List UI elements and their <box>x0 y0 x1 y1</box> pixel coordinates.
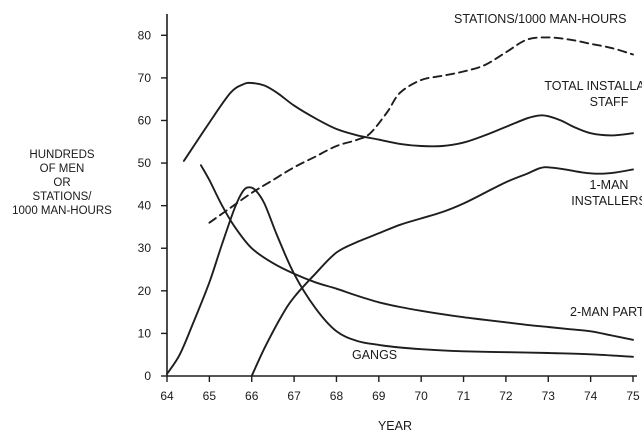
y-tick-label: 20 <box>138 284 152 298</box>
y-tick-label: 70 <box>138 71 152 85</box>
y-axis-title: HUNDREDS OF MEN OR STATIONS/1000 MAN-HOURS <box>12 149 112 217</box>
series-line-gangs <box>166 186 634 375</box>
x-axis-title: YEAR <box>378 419 412 433</box>
series-annotation: STAFF <box>590 95 629 109</box>
chart-annotations: STATIONS/1000 MAN-HOURS TOTAL INSTALLATIO… <box>352 12 642 362</box>
chart-series <box>166 36 634 377</box>
series-annotation: TOTAL INSTALLATION <box>544 79 642 93</box>
series-annotation: GANGS <box>352 348 397 362</box>
x-tick-label: 64 <box>160 389 174 403</box>
x-tick-label: 66 <box>245 389 259 403</box>
series-line-1-man-installers <box>250 166 634 377</box>
y-tick-label: 30 <box>138 241 152 255</box>
series-annotation: 2-MAN PARTIES <box>570 305 642 319</box>
y-tick-label: 0 <box>144 369 151 383</box>
x-tick-label: 74 <box>584 389 598 403</box>
series-line-2-man-parties <box>199 164 634 341</box>
y-tick-label: 10 <box>138 326 152 340</box>
series-annotation: STATIONS/1000 MAN-HOURS <box>454 12 627 26</box>
x-tick-label: 72 <box>499 389 513 403</box>
series-line-total-installation-staff <box>182 81 634 162</box>
y-axis-title-line: 1000 MAN-HOURS <box>12 205 112 217</box>
y-tick-label: 80 <box>138 28 152 42</box>
y-tick-label: 40 <box>138 199 152 213</box>
y-tick-label: 50 <box>138 156 152 170</box>
y-axis-title-line: HUNDREDS <box>29 149 95 161</box>
x-tick-label: 68 <box>330 389 344 403</box>
x-tick-label: 65 <box>203 389 217 403</box>
x-tick-label: 70 <box>415 389 429 403</box>
series-line-stations-1000-man-hours <box>208 36 634 224</box>
x-tick-label: 73 <box>542 389 556 403</box>
y-axis-title-line: OR <box>53 177 70 189</box>
x-tick-label: 67 <box>287 389 301 403</box>
y-axis-title-line: STATIONS/ <box>33 191 93 203</box>
x-tick-label: 71 <box>457 389 471 403</box>
x-tick-label: 75 <box>626 389 640 403</box>
y-tick-label: 60 <box>138 113 152 127</box>
series-annotation: 1-MAN <box>590 178 629 192</box>
chart-axes: 64 65 66 67 68 69 70 71 72 73 74 75 0 10 20 30 40 50 60 70 8… <box>138 14 640 403</box>
series-annotation: INSTALLERS <box>571 194 642 208</box>
y-axis-title-line: OF MEN <box>40 163 85 175</box>
x-tick-label: 69 <box>372 389 386 403</box>
